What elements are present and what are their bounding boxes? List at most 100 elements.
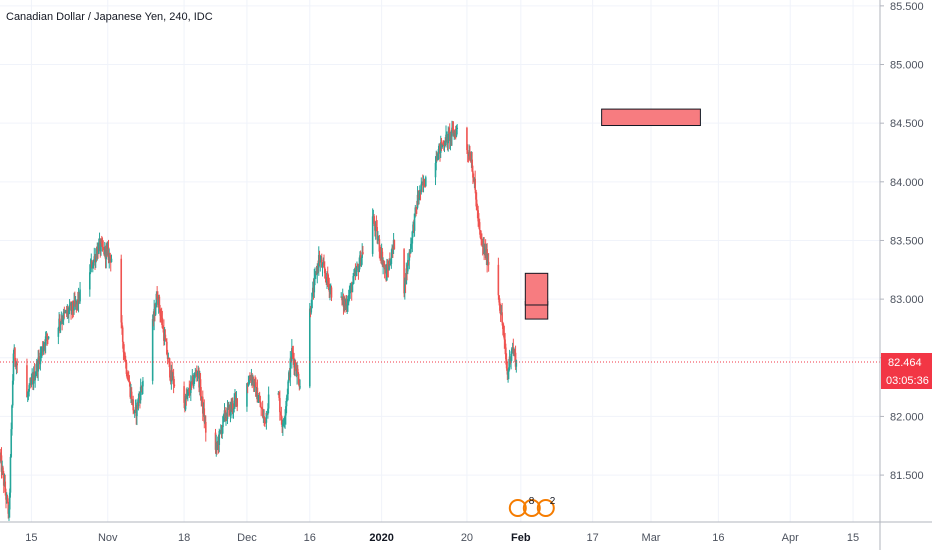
candle-down	[502, 322, 504, 330]
candle-down	[126, 373, 129, 379]
candle-down	[324, 273, 327, 278]
x-tick-label: 20	[461, 532, 473, 544]
candle-down	[125, 362, 128, 374]
candle-up	[26, 395, 29, 398]
candle-down	[291, 348, 294, 353]
zone-rectangle	[601, 108, 701, 127]
candle-up	[91, 265, 94, 268]
candle-up	[286, 394, 289, 398]
candle-up	[346, 304, 349, 309]
candle-up	[418, 189, 421, 199]
y-tick-label: 84.000	[890, 177, 924, 189]
y-tick-label: 85.000	[890, 60, 924, 72]
zones	[524, 108, 701, 320]
candle-up	[59, 322, 62, 325]
candle-down	[160, 315, 162, 317]
candle-down	[442, 143, 445, 147]
x-tick-label: Dec	[237, 532, 257, 544]
y-tick-label: 81.500	[890, 470, 924, 482]
candle-down	[280, 415, 283, 421]
candle-up	[411, 231, 414, 244]
candle-down	[158, 296, 161, 309]
candle-up	[234, 396, 236, 401]
candle-down	[386, 267, 389, 269]
candle-down	[14, 348, 16, 361]
candle-down	[475, 189, 477, 200]
candle-down	[171, 370, 173, 380]
candle-up	[291, 348, 293, 361]
candle-down	[297, 373, 300, 384]
candle-up	[352, 276, 354, 285]
candle-down	[424, 186, 426, 188]
candle-up	[12, 353, 15, 381]
candle-down	[162, 327, 164, 329]
candle-up	[153, 308, 155, 322]
candle-down	[160, 316, 163, 318]
candle-down	[323, 267, 326, 274]
y-tick-label: 82.000	[890, 411, 924, 423]
candle-down	[129, 382, 132, 397]
candle-up	[222, 416, 224, 428]
candle-down	[498, 295, 500, 303]
candle-down	[195, 373, 197, 375]
candle-down	[7, 501, 10, 514]
candle-up	[40, 352, 42, 354]
candle-up	[43, 344, 45, 348]
candle-up	[447, 131, 450, 144]
candle-down	[478, 222, 481, 231]
candle-down	[172, 376, 175, 385]
candle-up	[73, 300, 75, 311]
candle-down	[123, 352, 126, 354]
candle-up	[507, 371, 509, 375]
candle-up	[37, 357, 39, 372]
candle-up	[439, 142, 442, 153]
candle-down	[505, 359, 508, 369]
candle-up	[184, 395, 187, 410]
candle-down	[188, 388, 191, 393]
candle-down	[127, 378, 129, 380]
candle-down	[261, 408, 264, 417]
candle-up	[434, 162, 437, 178]
candle-down	[474, 178, 476, 190]
candle-up	[282, 423, 284, 428]
candle-down	[204, 421, 207, 433]
candle-up	[424, 177, 427, 187]
candle-down	[471, 159, 473, 172]
candle-up	[229, 404, 232, 416]
candle-up	[282, 423, 285, 425]
candle-down	[375, 223, 378, 228]
candle-down	[122, 341, 125, 353]
candle-up	[455, 129, 458, 137]
candle-up	[347, 295, 350, 303]
candle-down	[2, 467, 4, 473]
candle-down	[278, 393, 280, 398]
candle-down	[501, 312, 503, 323]
candle-down	[279, 412, 282, 416]
candle-down	[330, 287, 333, 298]
candle-up	[451, 127, 453, 137]
x-tick-label: Feb	[511, 532, 531, 544]
candle-down	[260, 407, 262, 409]
candle-up	[390, 257, 393, 264]
candle-up	[226, 407, 229, 419]
candle-up	[232, 408, 235, 410]
candle-down	[512, 347, 515, 354]
candle-up	[456, 127, 459, 130]
candle-down	[416, 207, 418, 209]
x-tick-label: 15	[847, 532, 859, 544]
candle-down	[497, 264, 500, 296]
candle-down	[161, 317, 164, 328]
candle-up	[311, 292, 313, 309]
candle-down	[254, 380, 256, 383]
candle-down	[234, 396, 237, 399]
candle-down	[5, 492, 7, 500]
candle-up	[11, 380, 14, 406]
candle-up	[299, 386, 301, 388]
candle-up	[356, 265, 358, 271]
candle-down	[203, 408, 206, 423]
candle-up	[186, 395, 188, 398]
candle-down	[383, 264, 386, 270]
